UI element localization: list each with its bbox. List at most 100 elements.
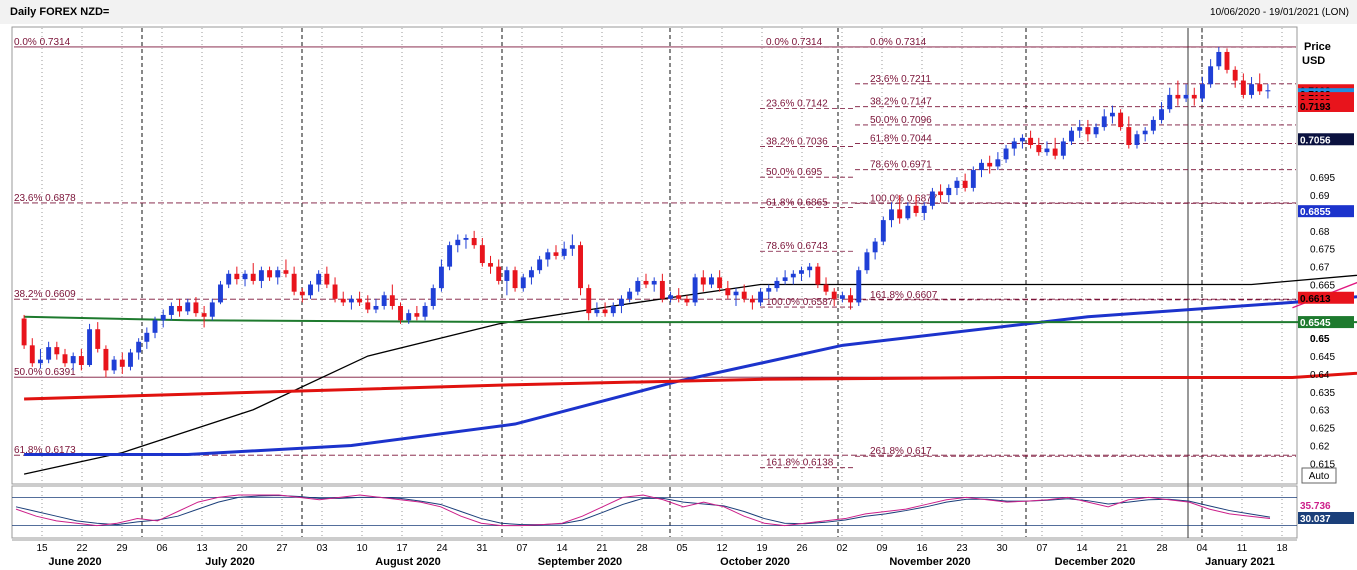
candle-body [316, 273, 322, 285]
candle-body [807, 266, 813, 271]
candle-body [136, 341, 142, 353]
x-tick-label: 07 [516, 543, 528, 554]
candle-body [979, 162, 984, 171]
candle-body [1093, 127, 1099, 135]
price-axis-currency: USD [1302, 55, 1325, 67]
candle-body [21, 318, 27, 346]
stoch-d-line [15, 495, 1271, 526]
candle-body [512, 270, 518, 289]
x-tick-label: 03 [316, 543, 328, 554]
candle-body [618, 298, 624, 306]
candle-body [496, 266, 502, 281]
candle-body [553, 252, 559, 256]
fib-label-right: 0.0% 0.7314 [870, 37, 927, 48]
price-badge [1298, 291, 1354, 304]
candle-body [782, 277, 788, 281]
candle-body [733, 291, 739, 296]
candle-body [987, 162, 993, 167]
candles [21, 46, 1271, 378]
candle-body [455, 239, 461, 246]
x-tick-label: 07 [1036, 543, 1048, 554]
price-badge-label: 0.6545 [1300, 318, 1331, 329]
month-label: October 2020 [720, 556, 790, 568]
candle-body [38, 359, 43, 364]
fib-levels: 0.0% 0.7314 23.6% 0.6878 38.2% 0.6609 50.0%… [14, 37, 1296, 469]
candle-body [70, 356, 76, 364]
candle-body [160, 314, 166, 321]
candle-body [913, 205, 919, 213]
candle-body [528, 270, 534, 278]
x-tick-label: 14 [556, 543, 568, 554]
date-range: 10/06/2020 - 19/01/2021 (LON) [1210, 7, 1349, 18]
y-tick-label: 0.625 [1310, 424, 1335, 435]
candle-body [373, 305, 379, 310]
candle-body [1249, 84, 1254, 95]
x-tick-label: 28 [1156, 543, 1168, 554]
candle-body [234, 273, 240, 280]
candle-body [1028, 137, 1034, 145]
candle-body [725, 288, 731, 296]
candle-body [938, 191, 944, 196]
y-tick-label: 0.68 [1310, 227, 1330, 238]
candle-body [414, 313, 420, 317]
candle-body [283, 270, 289, 274]
top-bar [0, 0, 1357, 24]
price-badge [1298, 316, 1354, 329]
candle-body [1052, 148, 1058, 156]
candle-body [741, 291, 747, 299]
candle-body [144, 332, 150, 342]
x-tick-label: 21 [1116, 543, 1128, 554]
candle-body [856, 270, 862, 303]
candle-body [1257, 84, 1263, 92]
candle-body [250, 273, 256, 281]
candle-body [1060, 141, 1066, 156]
moving-average-line [24, 295, 1357, 456]
moving-averages [23, 274, 1357, 475]
candle-body [218, 284, 223, 303]
candle-body [111, 359, 117, 371]
candle-body [1019, 137, 1025, 142]
candle-body [78, 356, 84, 366]
fib-label: 0.0% 0.7314 [14, 37, 71, 48]
candle-body [676, 295, 682, 299]
candle-body [258, 270, 264, 281]
candle-body [831, 291, 837, 299]
chart-title: Daily FOREX NZD= [10, 6, 109, 18]
fib-label-right: 38.2% 0.7147 [870, 97, 932, 108]
month-label: July 2020 [205, 556, 255, 568]
fib-label: 50.0% 0.6391 [14, 367, 76, 378]
candle-body [668, 295, 674, 299]
y-tick-label: 0.62 [1310, 442, 1330, 453]
y-tick-label: 0.635 [1310, 388, 1335, 399]
candle-body [790, 273, 796, 278]
candle-body [308, 284, 313, 296]
candle-body [1183, 94, 1189, 99]
candle-body [168, 305, 174, 315]
candle-body [1044, 148, 1050, 153]
candle-body [54, 347, 60, 355]
candle-body [1175, 94, 1181, 99]
candle-body [561, 248, 567, 256]
stoch-d-label: 30.037 [1300, 514, 1331, 525]
x-tick-label: 23 [956, 543, 968, 554]
candle-body [87, 329, 93, 366]
candle-body [610, 305, 616, 314]
main-panel [11, 26, 1298, 485]
candle-body [1134, 134, 1140, 145]
candle-body [381, 295, 387, 306]
candle-body [905, 205, 911, 219]
x-tick-label: 26 [796, 543, 808, 554]
x-tick-label: 05 [676, 543, 688, 554]
candle-body [438, 266, 444, 289]
candle-body [406, 313, 412, 321]
candle-body [1109, 112, 1115, 117]
candle-body [1036, 144, 1042, 153]
candle-body [929, 191, 935, 206]
candle-body [95, 329, 101, 349]
month-label: November 2020 [889, 556, 970, 568]
y-tick-label: 0.63 [1310, 406, 1330, 417]
auto-button[interactable] [1301, 467, 1337, 484]
candle-body [1085, 127, 1091, 135]
candle-body [103, 348, 109, 371]
candle-body [651, 280, 657, 285]
